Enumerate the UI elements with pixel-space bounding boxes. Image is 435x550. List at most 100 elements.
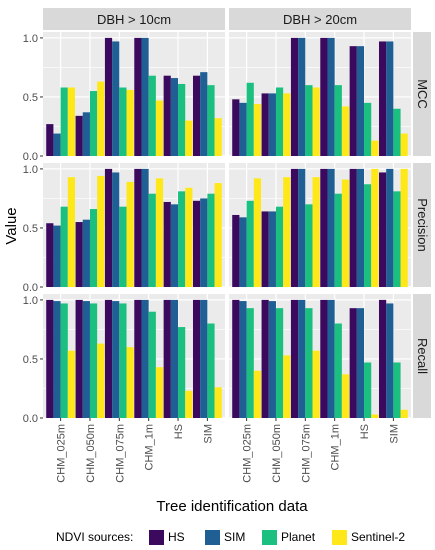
legend-swatch [205, 530, 220, 545]
legend-label: SIM [224, 530, 245, 544]
bar-sentinel-2-hs [371, 168, 379, 287]
y-tick-label: 1.0 [23, 33, 38, 45]
bar-planet-sim [207, 323, 215, 418]
bar-planet-hs [178, 83, 186, 156]
bar-planet-sim [393, 108, 401, 156]
bar-sim-chm-025m [239, 102, 247, 156]
bar-sim-chm-025m [239, 217, 247, 287]
bar-sim-hs [356, 168, 365, 287]
y-axis-precision: 0.0 0.5 1.0 [23, 164, 43, 294]
panels-layer [43, 32, 411, 419]
row-strip-label: MCC [415, 79, 430, 109]
row-strip-label: Recall [415, 338, 430, 374]
bar-sim-sim [200, 72, 208, 156]
x-tick-label: CHM_1m [144, 424, 156, 470]
bar-sentinel-2-chm-1m [155, 367, 164, 418]
y-axis-title: Value [3, 207, 20, 244]
bar-sim-chm-050m [268, 211, 276, 287]
legend-swatch [262, 530, 277, 545]
bar-sim-chm-050m [268, 93, 276, 156]
bar-planet-chm-1m [334, 85, 342, 156]
bar-planet-chm-075m [119, 206, 127, 287]
bar-sentinel-2-sim [400, 409, 408, 418]
x-tick-label: SIM [388, 424, 400, 444]
bar-hs-hs [349, 46, 357, 156]
y-tick-label: 0.0 [23, 282, 38, 294]
bar-sim-sim [200, 198, 208, 287]
bar-sim-chm-075m [112, 172, 120, 287]
bar-sim-chm-050m [82, 112, 90, 156]
bar-hs-chm-025m [232, 99, 240, 156]
bar-planet-chm-025m [60, 206, 68, 287]
bar-sentinel-2-sim [214, 387, 222, 418]
row-strip-mcc: MCC [413, 32, 431, 156]
bar-hs-sim [192, 200, 201, 287]
bar-planet-chm-1m [334, 193, 342, 287]
bar-hs-chm-075m [104, 299, 113, 418]
bar-sim-chm-050m [82, 219, 90, 287]
bar-hs-sim [378, 172, 387, 287]
bar-sim-sim [386, 41, 394, 157]
x-tick-label: CHM_025m [56, 424, 68, 483]
bar-hs-chm-1m [134, 299, 142, 418]
bar-sim-chm-1m [327, 37, 335, 156]
bar-sentinel-2-chm-025m [67, 87, 76, 156]
legend-item-sim: SIM [205, 530, 245, 545]
bar-hs-chm-050m [261, 211, 269, 287]
legend-title: NDVI sources: [56, 530, 133, 544]
bar-sentinel-2-chm-050m [283, 93, 291, 156]
bar-sentinel-2-chm-050m [97, 175, 105, 287]
bar-planet-hs [364, 184, 372, 287]
bar-sentinel-2-chm-1m [155, 178, 164, 287]
bar-planet-chm-050m [89, 303, 98, 418]
bar-planet-chm-075m [305, 204, 313, 287]
legend-item-planet: Planet [262, 530, 316, 545]
bar-sentinel-2-sim [400, 168, 408, 287]
bar-hs-chm-025m [232, 299, 240, 418]
y-tick-label: 1.0 [23, 295, 38, 307]
legend-label: Planet [281, 530, 316, 544]
bar-planet-chm-025m [60, 303, 68, 418]
y-tick-label: 0.5 [23, 92, 38, 104]
bar-planet-sim [207, 85, 215, 156]
bar-sentinel-2-chm-1m [341, 106, 350, 156]
bar-sim-chm-075m [298, 168, 306, 287]
bar-planet-chm-025m [246, 308, 254, 418]
bar-sentinel-2-chm-050m [283, 355, 291, 418]
bar-sentinel-2-chm-025m [253, 370, 262, 418]
x-tick-label: CHM_050m [271, 424, 283, 483]
bar-sentinel-2-hs [371, 140, 379, 156]
bar-planet-sim [393, 362, 401, 418]
bar-hs-sim [192, 299, 201, 418]
bar-planet-chm-075m [305, 308, 313, 418]
bar-sentinel-2-chm-050m [283, 177, 291, 287]
bar-sentinel-2-sim [400, 133, 408, 156]
bar-hs-chm-075m [104, 37, 113, 156]
y-axis-recall: 0.0 0.5 1.0 [23, 295, 43, 425]
bar-sim-chm-025m [239, 301, 247, 418]
bar-hs-sim [192, 75, 201, 156]
bar-sim-chm-1m [327, 299, 335, 418]
bar-hs-chm-075m [290, 37, 299, 156]
strip-background [413, 294, 431, 418]
bar-sim-hs [170, 204, 179, 287]
bar-hs-chm-075m [104, 168, 113, 287]
bar-hs-chm-050m [261, 299, 269, 418]
bar-sentinel-2-chm-1m [155, 100, 164, 156]
bar-sim-chm-075m [112, 301, 120, 418]
bar-planet-hs [178, 327, 186, 418]
bar-hs-chm-1m [134, 168, 142, 287]
bar-hs-hs [349, 308, 357, 418]
legend-swatch [332, 530, 347, 545]
bar-hs-hs [163, 299, 171, 418]
bar-hs-chm-075m [290, 299, 299, 418]
bar-sim-chm-1m [141, 299, 149, 418]
bar-sentinel-2-chm-025m [67, 177, 76, 287]
bar-sim-chm-1m [141, 37, 149, 156]
bar-hs-chm-1m [134, 37, 142, 156]
bar-planet-chm-075m [119, 303, 127, 418]
bar-sentinel-2-hs [185, 390, 193, 418]
y-tick-label: 0.0 [23, 413, 38, 425]
bar-sim-chm-025m [53, 133, 61, 156]
